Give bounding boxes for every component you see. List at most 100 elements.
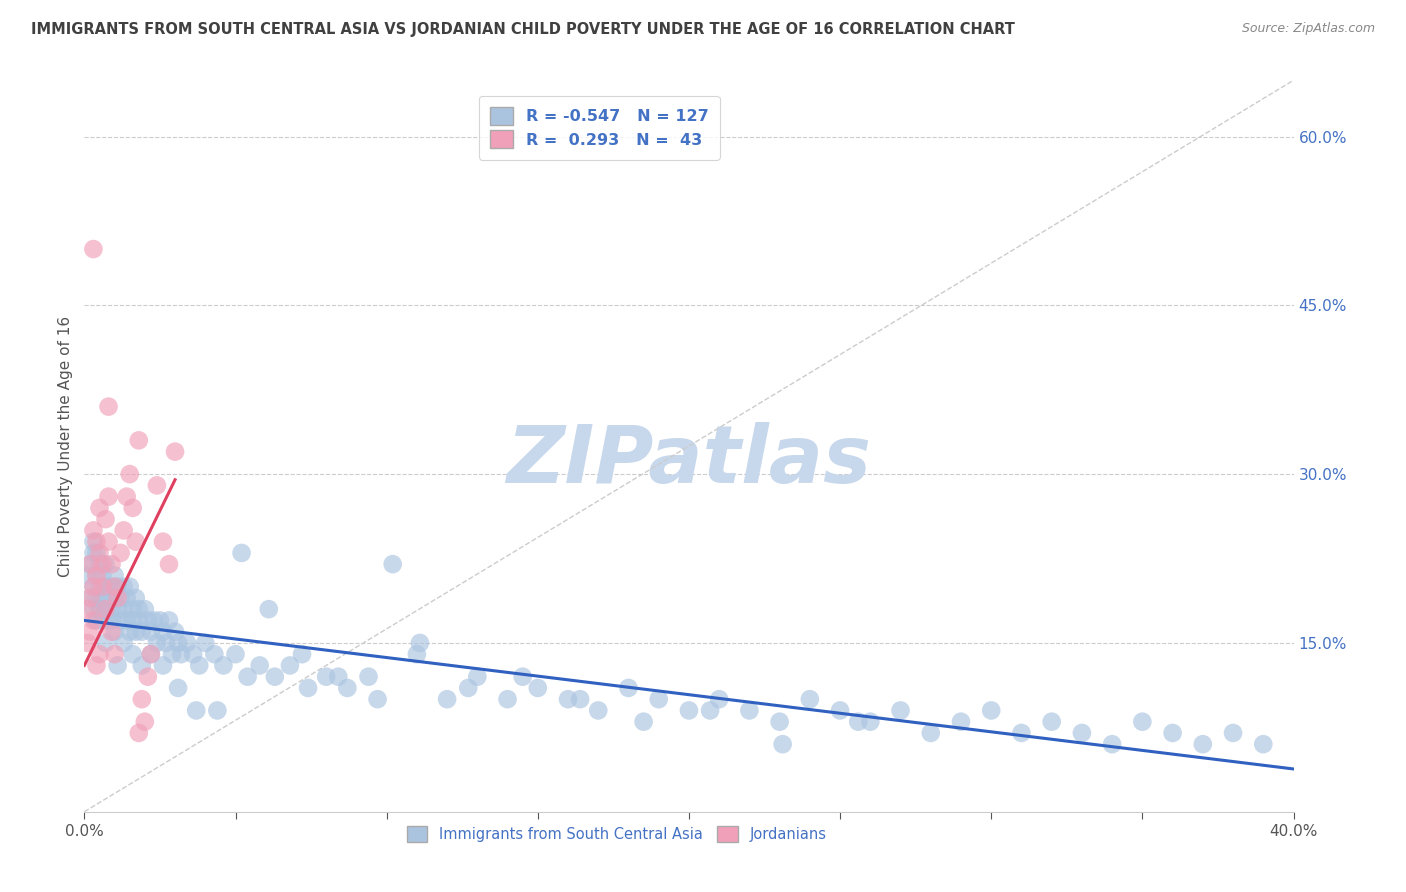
Point	[86, 658, 108, 673]
Point	[94, 636, 117, 650]
Point	[890, 703, 912, 717]
Point	[409, 636, 432, 650]
Point	[648, 692, 671, 706]
Point	[149, 614, 172, 628]
Point	[142, 614, 165, 628]
Point	[920, 726, 942, 740]
Point	[167, 636, 190, 650]
Point	[128, 602, 150, 616]
Point	[146, 636, 169, 650]
Point	[125, 591, 148, 605]
Point	[799, 692, 821, 706]
Point	[436, 692, 458, 706]
Point	[139, 624, 162, 639]
Point	[1253, 737, 1275, 751]
Point	[100, 602, 122, 616]
Point	[846, 714, 869, 729]
Point	[89, 602, 111, 616]
Point	[82, 602, 104, 616]
Point	[125, 624, 148, 639]
Point	[86, 534, 108, 549]
Point	[112, 524, 135, 538]
Point	[950, 714, 973, 729]
Point	[207, 703, 229, 717]
Point	[121, 500, 143, 515]
Point	[1222, 726, 1244, 740]
Point	[79, 591, 101, 605]
Point	[188, 658, 211, 673]
Point	[512, 670, 534, 684]
Point	[1011, 726, 1033, 740]
Point	[76, 636, 98, 650]
Point	[89, 557, 111, 571]
Point	[176, 636, 198, 650]
Point	[236, 670, 259, 684]
Point	[97, 591, 120, 605]
Point	[1192, 737, 1215, 751]
Point	[107, 580, 129, 594]
Point	[110, 546, 132, 560]
Point	[91, 568, 114, 582]
Point	[115, 490, 138, 504]
Point	[104, 647, 127, 661]
Point	[91, 614, 114, 628]
Point	[633, 714, 655, 729]
Point	[769, 714, 792, 729]
Point	[381, 557, 404, 571]
Point	[79, 624, 101, 639]
Legend: Immigrants from South Central Asia, Jordanians: Immigrants from South Central Asia, Jord…	[401, 820, 832, 848]
Point	[107, 658, 129, 673]
Point	[367, 692, 389, 706]
Point	[249, 658, 271, 673]
Point	[139, 647, 162, 661]
Point	[89, 580, 111, 594]
Point	[1161, 726, 1184, 740]
Point	[194, 636, 217, 650]
Point	[82, 614, 104, 628]
Point	[699, 703, 721, 717]
Point	[107, 602, 129, 616]
Point	[97, 534, 120, 549]
Point	[134, 714, 156, 729]
Point	[125, 534, 148, 549]
Point	[104, 580, 127, 594]
Point	[82, 546, 104, 560]
Point	[82, 524, 104, 538]
Point	[588, 703, 610, 717]
Point	[100, 624, 122, 639]
Point	[82, 534, 104, 549]
Point	[678, 703, 700, 717]
Point	[86, 546, 108, 560]
Point	[202, 647, 225, 661]
Point	[110, 614, 132, 628]
Text: Source: ZipAtlas.com: Source: ZipAtlas.com	[1241, 22, 1375, 36]
Point	[738, 703, 761, 717]
Point	[257, 602, 280, 616]
Point	[170, 647, 193, 661]
Point	[97, 490, 120, 504]
Point	[115, 591, 138, 605]
Point	[82, 580, 104, 594]
Point	[617, 681, 640, 695]
Point	[91, 557, 114, 571]
Text: IMMIGRANTS FROM SOUTH CENTRAL ASIA VS JORDANIAN CHILD POVERTY UNDER THE AGE OF 1: IMMIGRANTS FROM SOUTH CENTRAL ASIA VS JO…	[31, 22, 1015, 37]
Point	[100, 580, 122, 594]
Point	[91, 580, 114, 594]
Point	[165, 624, 187, 639]
Point	[830, 703, 852, 717]
Point	[167, 681, 190, 695]
Point	[1040, 714, 1063, 729]
Point	[128, 614, 150, 628]
Point	[160, 647, 183, 661]
Point	[152, 624, 174, 639]
Point	[315, 670, 337, 684]
Point	[121, 647, 143, 661]
Point	[212, 658, 235, 673]
Point	[112, 602, 135, 616]
Point	[336, 681, 359, 695]
Point	[527, 681, 550, 695]
Point	[569, 692, 592, 706]
Point	[328, 670, 350, 684]
Point	[112, 636, 135, 650]
Point	[1071, 726, 1094, 740]
